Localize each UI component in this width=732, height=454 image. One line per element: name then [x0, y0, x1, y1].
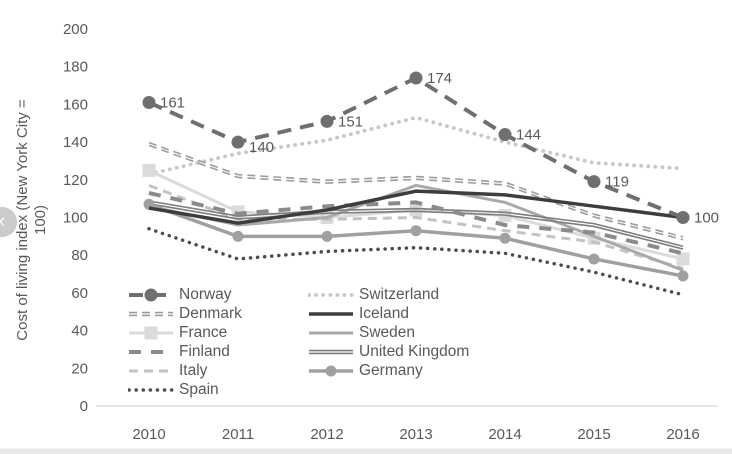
legend-label: Sweden	[359, 324, 416, 341]
marker-germany	[232, 230, 244, 242]
data-label: 151	[338, 113, 363, 130]
legend-item-iceland: Iceland	[308, 305, 409, 323]
y-tick-label: 140	[63, 134, 88, 151]
marker-norway	[320, 114, 334, 128]
marker-germany	[677, 270, 689, 282]
marker-france	[142, 163, 156, 177]
legend-swatch-spain	[128, 388, 174, 392]
y-tick-label: 80	[71, 247, 88, 264]
legend-label: Denmark	[179, 305, 242, 322]
legend-item-spain: Spain	[128, 381, 219, 399]
legend-label: Italy	[179, 362, 208, 379]
data-label: 119	[605, 174, 629, 191]
data-label: 174	[427, 70, 452, 87]
legend-item-switzerland: Switzerland	[308, 286, 439, 304]
series-line-iceland	[148, 189, 684, 225]
legend-label: United Kingdom	[359, 343, 470, 360]
legend-label: Norway	[179, 286, 232, 303]
x-tick-label: 2012	[310, 426, 343, 443]
marker-germany	[499, 232, 511, 244]
legend-label: Iceland	[359, 305, 409, 322]
legend-item-france: France	[128, 324, 227, 342]
data-label: 100	[694, 210, 719, 227]
marker-france	[676, 252, 690, 266]
legend-item-italy: Italy	[128, 362, 207, 380]
legend-item-sweden: Sweden	[308, 324, 415, 342]
legend-swatch-switzerland	[308, 293, 354, 297]
legend-label: Spain	[179, 381, 219, 398]
y-tick-label: 0	[80, 398, 88, 415]
legend-swatch-italy	[129, 369, 173, 373]
x-tick-label: 2013	[399, 426, 432, 443]
y-tick-label: 160	[63, 96, 88, 113]
legend-item-finland: Finland	[128, 343, 230, 361]
legend-swatch-iceland	[309, 312, 353, 316]
data-label: 161	[160, 95, 185, 112]
marker-norway	[676, 211, 690, 224]
legend-item-united-kingdom: United Kingdom	[308, 343, 469, 361]
marker-norway	[498, 128, 512, 142]
marker-germany	[410, 225, 422, 237]
series-line-sweden	[148, 183, 684, 272]
series-line-norway: 161 140 151 174 144 119 100	[142, 70, 719, 227]
legend-label: Switzerland	[359, 286, 440, 303]
marker-germany	[588, 253, 600, 265]
marker-norway	[409, 71, 423, 85]
data-label: 140	[249, 139, 274, 156]
legend-item-denmark: Denmark	[128, 305, 242, 323]
chevron-left-icon: ‹	[0, 211, 5, 232]
y-tick-label: 60	[71, 285, 88, 302]
series-line-finland	[148, 191, 684, 256]
data-label: 144	[516, 127, 541, 144]
marker-france	[409, 203, 423, 217]
legend-item-norway: Norway	[128, 286, 232, 304]
y-tick-label: 40	[71, 323, 88, 340]
prev-arrow-button[interactable]: ‹	[0, 207, 17, 237]
legend-label: Germany	[359, 362, 423, 379]
series-line-united-kingdom	[148, 200, 684, 250]
marker-norway	[142, 96, 156, 110]
x-tick-label: 2016	[666, 426, 699, 443]
legend-swatch-finland	[129, 350, 173, 354]
legend-label: France	[179, 324, 228, 341]
x-tick-label: 2015	[577, 426, 610, 443]
legend-swatch-germany	[309, 365, 353, 377]
legend-swatch-norway	[129, 288, 173, 302]
legend-swatch-france	[129, 326, 173, 340]
x-tick-label: 2011	[222, 426, 254, 443]
marker-norway	[231, 135, 245, 149]
marker-norway	[587, 175, 601, 189]
y-tick-label: 100	[63, 210, 88, 227]
legend-item-germany: Germany	[308, 362, 423, 380]
y-tick-label: 120	[63, 172, 88, 189]
y-tick-label: 180	[63, 59, 88, 76]
series-line-denmark	[148, 141, 684, 241]
x-tick-label: 2014	[488, 426, 521, 443]
series-line-switzerland	[147, 115, 685, 177]
x-tick-label: 2010	[132, 426, 165, 443]
legend-swatch-sweden	[309, 331, 353, 335]
series-line-spain	[147, 227, 685, 297]
legend-label: Finland	[179, 343, 230, 360]
y-tick-label: 200	[63, 21, 88, 38]
marker-germany	[321, 230, 333, 242]
legend-swatch-denmark	[129, 311, 173, 317]
y-tick-label: 20	[71, 360, 88, 377]
page-bottom-edge	[0, 448, 732, 454]
legend-swatch-united-kingdom	[309, 349, 353, 355]
